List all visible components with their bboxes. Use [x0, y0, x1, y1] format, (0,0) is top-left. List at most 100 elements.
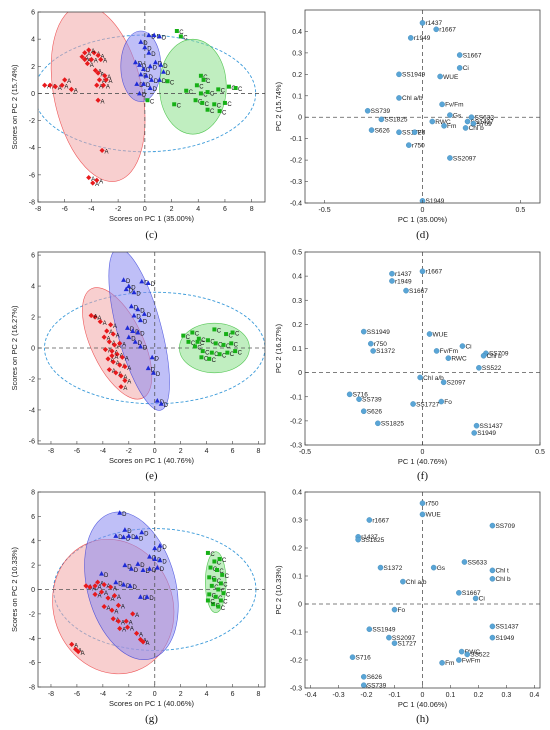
loading-point-label: WUE: [433, 331, 449, 338]
score-point-D: [99, 571, 105, 576]
score-point-C: [218, 598, 223, 603]
y-tick-label: 2: [31, 315, 35, 322]
y-tick-label: 2: [31, 64, 35, 71]
score-point-A-letter: A: [99, 179, 103, 185]
score-point-A: [84, 60, 91, 67]
loading-point: [389, 278, 395, 284]
score-point-C-letter: C: [170, 80, 175, 86]
score-point-C-letter: C: [203, 93, 208, 99]
score-point-C: [233, 86, 238, 90]
loading-point: [437, 73, 443, 80]
x-tick-label: -0.5: [319, 207, 331, 214]
score-point-D: [137, 343, 143, 349]
score-point-C-letter: C: [217, 561, 222, 567]
score-point-A-letter: A: [113, 324, 117, 330]
x-tick-label: 0.3: [502, 692, 512, 699]
score-point-A-letter: A: [94, 315, 98, 321]
score-point-D-letter: D: [149, 596, 154, 602]
score-point-D-letter: D: [162, 559, 167, 565]
score-point-C-letter: C: [230, 352, 235, 358]
score-point-D-letter: D: [163, 64, 168, 70]
score-point-A: [123, 618, 129, 624]
x-tick-label: 0.1: [446, 692, 456, 699]
loading-point: [368, 127, 375, 133]
score-point-C-letter: C: [177, 103, 182, 109]
loading-point-label: SS1949: [402, 72, 426, 79]
score-point-A: [110, 359, 116, 365]
y-tick-label: 0.4: [292, 490, 302, 497]
score-point-A: [92, 591, 98, 597]
score-point-A: [110, 616, 116, 622]
score-point-A-letter: A: [135, 613, 139, 619]
score-point-C: [215, 568, 220, 572]
score-point-D: [132, 59, 138, 65]
score-point-C: [220, 572, 225, 577]
score-point-A: [114, 351, 120, 357]
score-point-D: [126, 283, 132, 289]
x-tick-label: -2: [126, 448, 132, 455]
score-point-C-letter: C: [226, 592, 231, 598]
score-point-A: [109, 607, 115, 613]
score-point-C: [225, 350, 230, 355]
loading-point: [346, 391, 353, 398]
score-point-A-letter: A: [109, 330, 113, 336]
score-point-C: [217, 109, 222, 114]
score-point-A: [110, 331, 116, 337]
score-point-A-letter: A: [103, 321, 107, 327]
score-point-D-letter: D: [145, 569, 150, 575]
x-axis-label: PC 1 (40.06%): [398, 700, 448, 709]
score-point-D-letter: D: [164, 403, 169, 409]
score-point-A-letter: A: [108, 349, 112, 355]
loading-point: [439, 101, 445, 108]
score-point-D: [121, 582, 127, 587]
loading-point: [456, 590, 462, 596]
x-tick-label: -0.2: [361, 692, 373, 699]
score-point-C-letter: C: [197, 346, 202, 352]
score-point-A: [97, 319, 103, 325]
score-point-A: [94, 177, 100, 183]
score-point-A: [133, 630, 140, 636]
score-point-A: [92, 314, 98, 320]
score-point-A-letter: A: [87, 59, 91, 65]
score-point-D: [145, 280, 151, 285]
score-point-A: [101, 334, 107, 340]
y-tick-label: 4: [31, 37, 35, 44]
score-point-A: [86, 47, 92, 53]
score-point-D: [146, 32, 152, 38]
score-point-D-letter: D: [156, 372, 161, 378]
score-point-C-letter: C: [238, 87, 243, 93]
loading-point-label: Fm: [445, 660, 454, 667]
score-point-A: [73, 646, 79, 652]
score-point-A: [118, 384, 124, 390]
loading-point-label: RWC: [451, 355, 467, 362]
loading-point: [360, 674, 367, 680]
score-point-A: [119, 354, 125, 360]
score-point-A: [105, 356, 111, 362]
score-point-C-letter: C: [227, 102, 232, 108]
score-point-D: [121, 534, 127, 540]
loading-point: [389, 270, 395, 277]
loading-point: [375, 420, 381, 427]
score-point-C-letter: C: [223, 600, 228, 606]
score-point-A: [101, 603, 107, 610]
score-point-A-letter: A: [122, 628, 126, 634]
loading-point-label: S1949: [426, 198, 445, 205]
x-tick-label: -0.4: [305, 692, 317, 699]
score-point-A: [75, 649, 81, 655]
loading-point-label: r1667: [439, 27, 456, 34]
score-point-A: [95, 52, 101, 59]
x-tick-label: -2: [126, 691, 132, 698]
score-point-D: [153, 59, 159, 65]
score-point-A-letter: A: [81, 651, 85, 657]
score-point-D: [134, 534, 140, 540]
score-point-D-letter: D: [144, 531, 149, 537]
score-point-A-letter: A: [123, 386, 127, 392]
score-point-D: [157, 557, 163, 563]
score-point-A-letter: A: [125, 356, 129, 362]
score-point-A: [92, 67, 99, 73]
loading-point-label: Fv/Fm: [440, 348, 458, 355]
score-point-C: [226, 84, 231, 89]
score-point-A-letter: A: [129, 620, 133, 626]
score-point-C-letter: C: [204, 356, 209, 362]
score-point-D: [141, 311, 147, 316]
